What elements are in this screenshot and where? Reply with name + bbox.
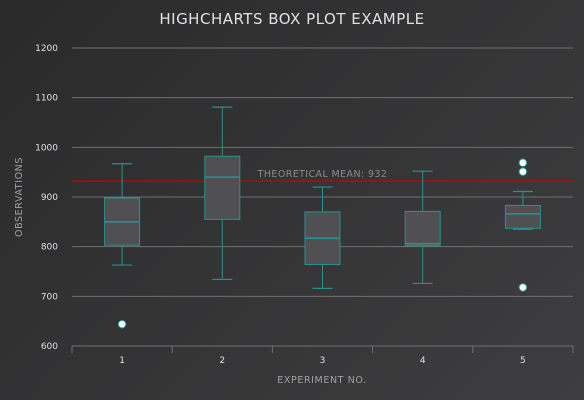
x-tick-label: 2 bbox=[219, 356, 225, 366]
box-body bbox=[504, 204, 541, 229]
outlier-point[interactable] bbox=[518, 158, 528, 168]
box-4[interactable] bbox=[404, 170, 441, 285]
y-axis-ticks: 600 700 800 900 1000 1100 1200 bbox=[35, 44, 58, 352]
outlier-point[interactable] bbox=[518, 283, 528, 292]
y-tick-label: 600 bbox=[41, 342, 58, 352]
y-tick-label: 1100 bbox=[35, 94, 58, 104]
x-tick-label: 5 bbox=[520, 356, 526, 366]
outlier-series bbox=[117, 158, 528, 329]
y-tick-label: 1000 bbox=[35, 143, 58, 153]
box-series bbox=[104, 106, 541, 289]
y-axis-title: OBSERVATIONS bbox=[14, 157, 25, 237]
chart-title: HIGHCHARTS BOX PLOT EXAMPLE bbox=[159, 10, 424, 28]
outlier-point[interactable] bbox=[117, 319, 127, 329]
plot-line-label: THEORETICAL MEAN: 932 bbox=[257, 169, 388, 180]
box-3[interactable] bbox=[304, 186, 341, 289]
theoretical-mean-line: THEORETICAL MEAN: 932 bbox=[72, 169, 573, 182]
y-tick-label: 900 bbox=[41, 193, 58, 203]
box-5[interactable] bbox=[504, 190, 541, 230]
y-tick-label: 1200 bbox=[35, 44, 58, 54]
box-body bbox=[204, 155, 241, 220]
x-tick-label: 4 bbox=[420, 356, 426, 366]
y-tick-label: 800 bbox=[41, 243, 58, 253]
box-1[interactable] bbox=[104, 163, 141, 266]
box-body bbox=[404, 210, 441, 247]
x-axis-title: EXPERIMENT NO. bbox=[277, 375, 366, 386]
x-tick-label: 3 bbox=[320, 356, 326, 366]
x-tick-label: 1 bbox=[119, 356, 125, 366]
outlier-point[interactable] bbox=[518, 167, 528, 176]
box-2[interactable] bbox=[204, 106, 241, 281]
x-axis: 1 2 3 4 5 bbox=[71, 345, 574, 366]
y-tick-label: 700 bbox=[41, 292, 58, 302]
